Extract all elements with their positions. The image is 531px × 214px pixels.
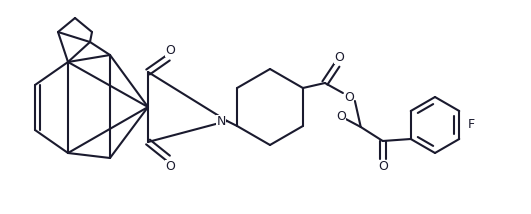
Text: O: O [344, 91, 354, 104]
Text: O: O [165, 43, 175, 56]
Text: F: F [467, 119, 475, 131]
Text: O: O [378, 160, 388, 174]
Text: O: O [334, 51, 344, 64]
Text: O: O [165, 159, 175, 172]
Text: O: O [336, 110, 346, 122]
Text: N: N [217, 114, 226, 128]
